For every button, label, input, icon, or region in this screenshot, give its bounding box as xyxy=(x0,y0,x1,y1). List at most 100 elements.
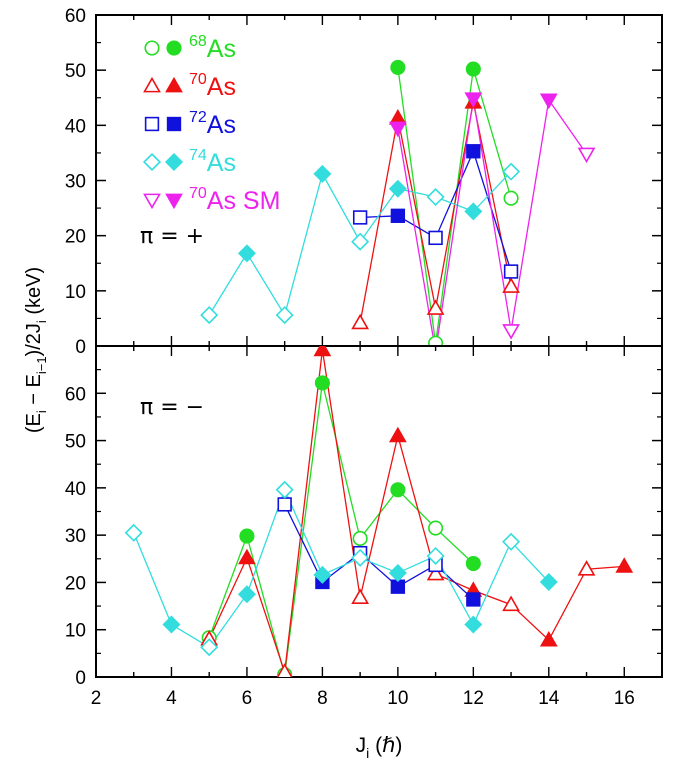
legend-marker-filled xyxy=(166,116,182,132)
x-tick-label: 16 xyxy=(614,688,635,709)
data-point xyxy=(428,335,444,346)
y-tick-label: 50 xyxy=(65,432,86,453)
data-point xyxy=(615,557,634,573)
data-point xyxy=(502,324,520,340)
data-point xyxy=(577,147,596,164)
data-point xyxy=(539,572,558,591)
legend: 68As 70As 72As 74As 70As SM xyxy=(142,33,280,215)
y-tick-label: 0 xyxy=(75,337,86,358)
data-point xyxy=(502,532,521,551)
series-line xyxy=(360,149,512,272)
panel-negative-parity: 0 10 20 30 40 50 60 π = − xyxy=(65,345,663,689)
data-point xyxy=(502,162,521,181)
x-tick-label: 14 xyxy=(538,688,560,709)
data-point xyxy=(237,244,256,263)
series-line xyxy=(397,98,588,346)
data-point xyxy=(239,528,255,544)
data-point xyxy=(503,264,519,279)
x-tick-label: 4 xyxy=(166,688,177,709)
data-layer xyxy=(124,346,634,677)
data-point xyxy=(390,579,406,594)
data-point xyxy=(275,480,294,499)
data-point xyxy=(426,299,445,315)
data-point xyxy=(503,190,519,206)
legend-marker-filled xyxy=(165,193,183,210)
data-point xyxy=(237,585,256,604)
data-point xyxy=(275,306,294,325)
data-point xyxy=(390,482,406,498)
data-point xyxy=(539,93,558,110)
y-tick-label: 60 xyxy=(65,384,86,405)
data-point xyxy=(162,615,181,634)
data-point xyxy=(351,588,370,604)
legend-marker-open xyxy=(144,40,160,56)
data-point xyxy=(124,523,143,542)
y-tick-label: 50 xyxy=(65,61,86,82)
data-point xyxy=(200,306,219,325)
y-tick-label: 30 xyxy=(65,526,86,547)
panel-positive-parity: 0 10 20 30 40 50 60 π = + xyxy=(65,6,663,358)
data-point xyxy=(539,631,558,647)
data-point xyxy=(351,313,370,330)
x-tick-label: 2 xyxy=(91,688,102,709)
data-point xyxy=(466,592,481,607)
x-tick-label: 10 xyxy=(387,688,408,709)
data-point xyxy=(466,144,481,159)
data-point xyxy=(313,565,332,584)
y-tick-label: 20 xyxy=(65,227,86,248)
data-point xyxy=(577,560,596,576)
plot-frame xyxy=(95,14,663,347)
data-point xyxy=(313,346,332,357)
y-tick-label: 40 xyxy=(65,479,86,500)
series-line xyxy=(208,382,474,675)
legend-label: 72As xyxy=(189,109,236,139)
data-point xyxy=(464,615,483,634)
data-point xyxy=(465,61,481,77)
legend-label: 74As xyxy=(189,147,236,177)
x-tick-label: 8 xyxy=(317,688,328,709)
x-tick-label: 12 xyxy=(463,688,484,709)
data-point xyxy=(464,202,483,221)
legend-marker-open xyxy=(143,76,161,93)
data-point xyxy=(352,530,368,547)
data-point xyxy=(502,277,520,293)
data-point xyxy=(428,520,444,536)
data-point xyxy=(390,59,406,75)
data-point xyxy=(238,548,256,565)
y-tick-label: 40 xyxy=(65,116,86,137)
y-tick-label: 10 xyxy=(65,282,86,303)
panel-label: π = − xyxy=(140,395,204,420)
y-tick-label: 20 xyxy=(65,573,86,594)
data-point xyxy=(277,497,292,512)
axis-labels: 2 4 6 8 10 12 14 16 Ji (ℏ) (Ei − Ei−1)/2Ji (keV) xyxy=(23,267,635,761)
data-point xyxy=(426,546,445,565)
legend-marker-filled xyxy=(164,152,184,172)
data-point xyxy=(390,208,406,223)
data-point xyxy=(352,210,368,225)
y-tick-label: 10 xyxy=(65,621,86,642)
data-point xyxy=(276,663,293,677)
legend-marker-open xyxy=(142,152,162,172)
data-point xyxy=(351,232,370,251)
data-point xyxy=(388,426,407,443)
data-point xyxy=(200,638,219,657)
data-point xyxy=(388,563,407,582)
data-point xyxy=(313,164,332,183)
data-point xyxy=(351,548,370,567)
legend-label: 70As SM xyxy=(189,185,280,215)
y-tick-label: 30 xyxy=(65,172,86,193)
legend-label: 70As xyxy=(189,71,236,101)
legend-marker-filled xyxy=(166,40,182,56)
series-line xyxy=(359,102,512,323)
data-point xyxy=(464,92,483,108)
data-point xyxy=(314,375,330,391)
y-tick-label: 0 xyxy=(75,668,86,689)
series-line xyxy=(133,488,550,649)
data-point xyxy=(388,179,407,198)
data-point xyxy=(426,188,445,207)
legend-marker-filled xyxy=(165,76,183,93)
data-point xyxy=(502,595,520,612)
x-tick-label: 6 xyxy=(242,688,253,709)
y-tick-label: 60 xyxy=(65,6,86,27)
data-point xyxy=(465,555,481,572)
